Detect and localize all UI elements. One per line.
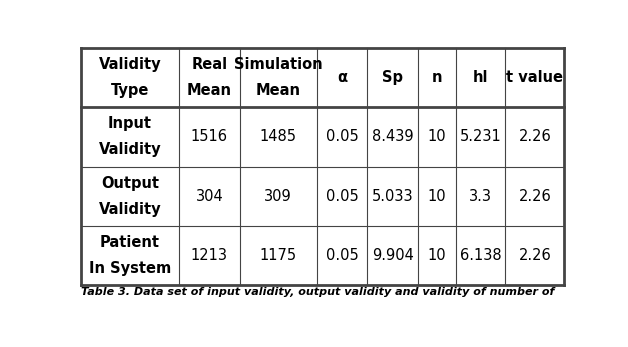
Text: 1485: 1485 bbox=[260, 129, 297, 144]
Text: Validity: Validity bbox=[99, 143, 161, 158]
Text: 2.26: 2.26 bbox=[519, 129, 551, 144]
Text: Mean: Mean bbox=[256, 83, 301, 99]
Text: 5.231: 5.231 bbox=[460, 129, 502, 144]
Text: 1516: 1516 bbox=[191, 129, 228, 144]
Text: 8.439: 8.439 bbox=[372, 129, 413, 144]
Text: Input: Input bbox=[108, 117, 152, 132]
Text: hl: hl bbox=[473, 70, 489, 85]
Text: In System: In System bbox=[89, 261, 171, 276]
Text: 10: 10 bbox=[428, 129, 447, 144]
Text: α: α bbox=[337, 70, 347, 85]
Text: 309: 309 bbox=[264, 189, 292, 204]
Text: Real: Real bbox=[192, 57, 227, 73]
Text: Validity: Validity bbox=[99, 57, 161, 73]
Text: Sp: Sp bbox=[382, 70, 403, 85]
Text: Output: Output bbox=[101, 176, 159, 191]
Text: 5.033: 5.033 bbox=[372, 189, 413, 204]
Text: 3.3: 3.3 bbox=[469, 189, 492, 204]
Text: 2.26: 2.26 bbox=[519, 248, 551, 263]
Text: 9.904: 9.904 bbox=[372, 248, 414, 263]
Text: Type: Type bbox=[111, 83, 149, 99]
Text: Mean: Mean bbox=[187, 83, 232, 99]
Text: 10: 10 bbox=[428, 248, 447, 263]
Text: 0.05: 0.05 bbox=[326, 129, 359, 144]
Text: 10: 10 bbox=[428, 189, 447, 204]
Text: Table 3. Data set of input validity, output validity and validity of number of: Table 3. Data set of input validity, out… bbox=[81, 287, 555, 297]
Text: 1175: 1175 bbox=[260, 248, 297, 263]
Text: Patient: Patient bbox=[100, 235, 160, 250]
Text: 2.26: 2.26 bbox=[519, 189, 551, 204]
Text: 304: 304 bbox=[195, 189, 223, 204]
Text: Simulation: Simulation bbox=[234, 57, 323, 73]
Text: 1213: 1213 bbox=[191, 248, 228, 263]
Text: 0.05: 0.05 bbox=[326, 189, 359, 204]
Text: n: n bbox=[431, 70, 442, 85]
Text: 6.138: 6.138 bbox=[460, 248, 502, 263]
Text: Validity: Validity bbox=[99, 202, 161, 217]
Text: 0.05: 0.05 bbox=[326, 248, 359, 263]
Text: t value: t value bbox=[506, 70, 563, 85]
